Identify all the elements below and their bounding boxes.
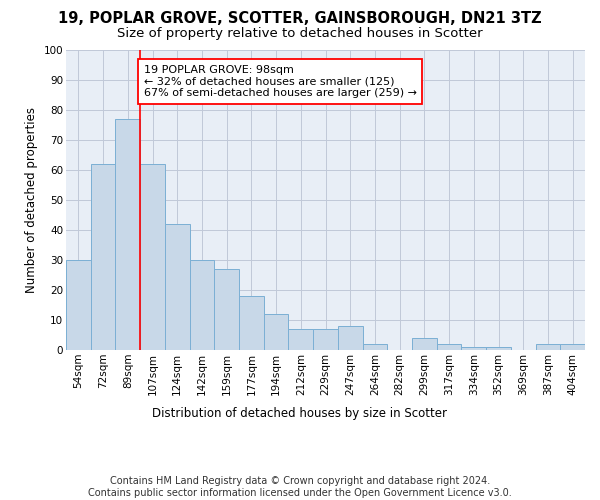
Y-axis label: Number of detached properties: Number of detached properties [25, 107, 38, 293]
Text: Contains HM Land Registry data © Crown copyright and database right 2024.
Contai: Contains HM Land Registry data © Crown c… [88, 476, 512, 498]
Bar [313, 329, 338, 350]
Bar [165, 224, 190, 350]
Text: Size of property relative to detached houses in Scotter: Size of property relative to detached ho… [117, 28, 483, 40]
Bar [536, 344, 560, 350]
Bar [115, 119, 140, 350]
Bar [264, 314, 289, 350]
Text: 19, POPLAR GROVE, SCOTTER, GAINSBOROUGH, DN21 3TZ: 19, POPLAR GROVE, SCOTTER, GAINSBOROUGH,… [58, 11, 542, 26]
Bar [239, 296, 264, 350]
Bar [437, 344, 461, 350]
Text: 19 POPLAR GROVE: 98sqm
← 32% of detached houses are smaller (125)
67% of semi-de: 19 POPLAR GROVE: 98sqm ← 32% of detached… [144, 65, 417, 98]
Bar [140, 164, 165, 350]
Bar [560, 344, 585, 350]
Text: Distribution of detached houses by size in Scotter: Distribution of detached houses by size … [152, 408, 448, 420]
Bar [412, 338, 437, 350]
Bar [66, 260, 91, 350]
Bar [190, 260, 214, 350]
Bar [338, 326, 362, 350]
Bar [214, 269, 239, 350]
Bar [461, 347, 486, 350]
Bar [486, 347, 511, 350]
Bar [91, 164, 115, 350]
Bar [362, 344, 387, 350]
Bar [289, 329, 313, 350]
